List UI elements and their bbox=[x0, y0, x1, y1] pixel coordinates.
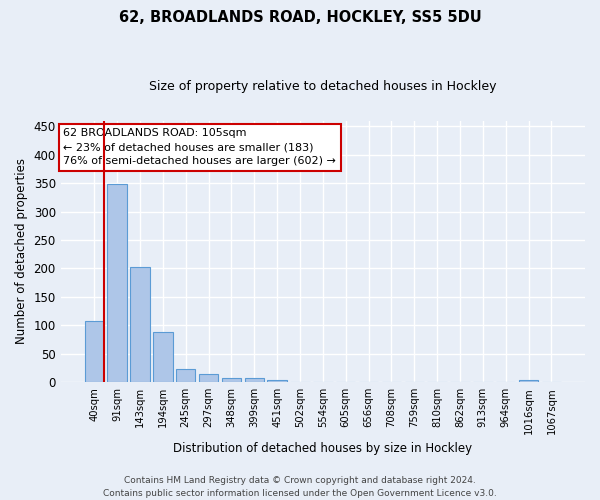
Bar bbox=[107, 184, 127, 382]
Text: 62 BROADLANDS ROAD: 105sqm
← 23% of detached houses are smaller (183)
76% of sem: 62 BROADLANDS ROAD: 105sqm ← 23% of deta… bbox=[63, 128, 336, 166]
Title: Size of property relative to detached houses in Hockley: Size of property relative to detached ho… bbox=[149, 80, 497, 93]
Bar bbox=[199, 374, 218, 382]
Y-axis label: Number of detached properties: Number of detached properties bbox=[15, 158, 28, 344]
Bar bbox=[519, 380, 538, 382]
Bar bbox=[268, 380, 287, 382]
Bar bbox=[245, 378, 264, 382]
X-axis label: Distribution of detached houses by size in Hockley: Distribution of detached houses by size … bbox=[173, 442, 472, 455]
Text: Contains HM Land Registry data © Crown copyright and database right 2024.
Contai: Contains HM Land Registry data © Crown c… bbox=[103, 476, 497, 498]
Bar bbox=[85, 322, 104, 382]
Text: 62, BROADLANDS ROAD, HOCKLEY, SS5 5DU: 62, BROADLANDS ROAD, HOCKLEY, SS5 5DU bbox=[119, 10, 481, 25]
Bar bbox=[153, 332, 173, 382]
Bar bbox=[130, 268, 149, 382]
Bar bbox=[221, 378, 241, 382]
Bar bbox=[176, 368, 196, 382]
